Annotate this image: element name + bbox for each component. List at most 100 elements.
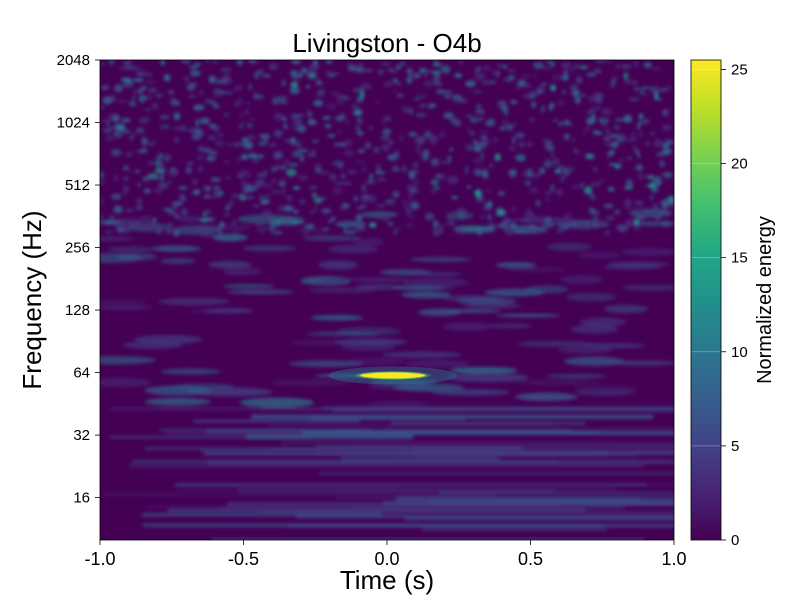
noise-speckle: [216, 226, 221, 233]
noise-speckle: [609, 150, 615, 156]
noise-speckle: [114, 84, 123, 93]
noise-speckle: [360, 90, 365, 98]
noise-speckle: [299, 219, 304, 225]
noise-speckle: [344, 139, 353, 148]
noise-speckle: [652, 178, 662, 187]
noise-speckle: [376, 177, 387, 181]
noise-speckle: [408, 170, 418, 176]
noise-speckle: [546, 146, 555, 152]
noise-speckle: [144, 108, 151, 111]
noise-speckle: [136, 221, 140, 225]
noise-speckle: [529, 91, 537, 100]
noise-speckle: [285, 168, 297, 177]
noise-speckle: [300, 67, 308, 74]
noise-speckle: [135, 127, 145, 134]
noise-speckle: [393, 78, 398, 83]
noise-speckle: [434, 186, 441, 190]
noise-speckle: [327, 133, 336, 138]
noise-speckle: [628, 138, 638, 142]
noise-blob: [546, 242, 592, 251]
noise-speckle: [484, 189, 492, 193]
noise-blob: [516, 379, 600, 386]
noise-speckle: [450, 196, 459, 200]
x-tick-label: -1.0: [84, 549, 115, 569]
noise-speckle: [473, 157, 484, 165]
noise-speckle: [634, 216, 646, 221]
noise-blob: [288, 339, 351, 347]
noise-speckle: [472, 139, 478, 146]
noise-speckle: [508, 169, 517, 178]
noise-blob: [144, 385, 212, 396]
noise-speckle: [295, 112, 305, 117]
noise-speckle: [617, 224, 629, 233]
noise-speckle: [124, 227, 131, 234]
noise-speckle: [355, 98, 363, 103]
noise-speckle: [106, 131, 111, 138]
noise-streak: [396, 497, 641, 502]
colorbar-ticks: 0 5 10 15 20 25: [721, 61, 748, 549]
noise-speckle: [149, 140, 158, 145]
noise-speckle: [290, 136, 297, 146]
noise-speckle: [474, 189, 483, 198]
noise-streak: [404, 516, 674, 521]
noise-speckle: [322, 116, 332, 120]
noise-speckle: [624, 219, 636, 228]
noise-speckle: [544, 197, 550, 202]
noise-speckle: [507, 123, 513, 132]
noise-speckle: [208, 75, 216, 84]
noise-blob: [151, 245, 201, 253]
noise-speckle: [466, 127, 472, 132]
noise-speckle: [648, 182, 655, 189]
colorbar: 0 5 10 15 20 25 Normalized energy: [690, 59, 776, 549]
noise-speckle: [404, 205, 409, 209]
noise-speckle: [469, 131, 475, 137]
noise-streak: [207, 459, 674, 465]
noise-speckle: [204, 99, 215, 105]
noise-speckle: [277, 183, 287, 186]
noise-speckle: [649, 194, 654, 201]
noise-speckle: [151, 102, 159, 110]
noise-speckle: [550, 183, 555, 192]
noise-speckle: [110, 220, 122, 226]
noise-speckle: [368, 86, 372, 89]
noise-speckle: [180, 60, 191, 64]
noise-speckle: [252, 157, 260, 163]
noise-streak: [111, 407, 428, 411]
noise-streak: [142, 512, 383, 517]
noise-speckle: [552, 119, 559, 123]
noise-speckle: [573, 63, 579, 69]
noise-speckle: [255, 94, 264, 100]
noise-speckle: [392, 69, 397, 75]
noise-streak: [332, 408, 673, 412]
noise-speckle: [487, 81, 492, 85]
noise-speckle: [307, 71, 317, 80]
noise-speckle: [475, 109, 486, 115]
noise-speckle: [458, 61, 463, 65]
noise-speckle: [132, 78, 144, 83]
noise-speckle: [413, 97, 421, 101]
noise-speckle: [263, 216, 271, 225]
x-tick-label: 0.5: [518, 549, 543, 569]
noise-speckle: [650, 131, 655, 136]
noise-speckle: [208, 150, 218, 156]
chart-title: Livingston - O4b: [292, 28, 481, 58]
noise-speckle: [502, 64, 508, 69]
noise-speckle: [155, 93, 164, 98]
noise-speckle: [247, 153, 259, 159]
noise-speckle: [595, 98, 603, 103]
noise-speckle: [355, 214, 363, 222]
noise-speckle: [469, 116, 479, 123]
noise-speckle: [581, 227, 589, 230]
noise-speckle: [560, 175, 565, 183]
noise-speckle: [489, 80, 497, 84]
noise-speckle: [590, 181, 602, 187]
noise-streak: [144, 447, 523, 450]
noise-speckle: [640, 119, 652, 124]
noise-speckle: [355, 226, 367, 232]
noise-blob: [560, 275, 603, 285]
noise-speckle: [662, 171, 674, 179]
noise-speckle: [410, 176, 417, 180]
noise-speckle: [280, 215, 291, 218]
noise-speckle: [205, 216, 215, 222]
noise-speckle: [508, 74, 516, 81]
